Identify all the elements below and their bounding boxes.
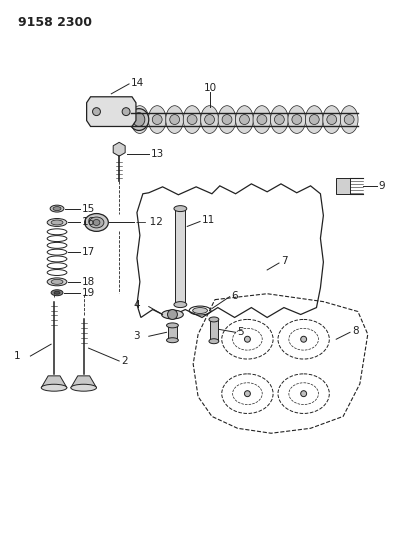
- Polygon shape: [113, 142, 125, 156]
- Ellipse shape: [53, 207, 61, 211]
- Ellipse shape: [162, 310, 183, 319]
- Ellipse shape: [41, 384, 67, 391]
- Ellipse shape: [183, 106, 201, 133]
- Text: 11: 11: [202, 215, 215, 225]
- Text: 17: 17: [82, 247, 95, 257]
- Text: 7: 7: [281, 256, 288, 266]
- Text: 9158 2300: 9158 2300: [18, 16, 92, 29]
- Ellipse shape: [166, 323, 178, 328]
- Ellipse shape: [89, 217, 104, 228]
- Ellipse shape: [51, 279, 63, 284]
- Ellipse shape: [323, 106, 341, 133]
- Ellipse shape: [50, 205, 64, 212]
- Ellipse shape: [133, 112, 145, 126]
- Text: 4: 4: [134, 300, 140, 310]
- Ellipse shape: [327, 115, 337, 125]
- Polygon shape: [71, 376, 97, 387]
- Bar: [168, 325, 178, 340]
- Text: 15: 15: [82, 204, 95, 214]
- Text: 14: 14: [131, 78, 144, 88]
- Circle shape: [245, 336, 250, 342]
- Polygon shape: [41, 376, 67, 387]
- Ellipse shape: [71, 384, 97, 391]
- Circle shape: [92, 108, 100, 116]
- Ellipse shape: [292, 115, 302, 125]
- Ellipse shape: [54, 291, 60, 294]
- Circle shape: [301, 391, 307, 397]
- Text: 8: 8: [352, 326, 359, 336]
- Ellipse shape: [240, 115, 249, 125]
- Ellipse shape: [47, 219, 67, 227]
- Text: 19: 19: [82, 288, 95, 298]
- Polygon shape: [87, 97, 136, 126]
- Ellipse shape: [85, 214, 109, 231]
- Ellipse shape: [209, 339, 219, 344]
- Ellipse shape: [148, 106, 166, 133]
- Ellipse shape: [253, 106, 271, 133]
- Ellipse shape: [222, 115, 232, 125]
- Ellipse shape: [166, 338, 178, 343]
- Ellipse shape: [205, 115, 215, 125]
- Ellipse shape: [218, 106, 236, 133]
- Ellipse shape: [47, 278, 67, 286]
- Ellipse shape: [152, 115, 162, 125]
- Ellipse shape: [275, 115, 284, 125]
- Text: 13: 13: [151, 149, 164, 159]
- Bar: [175, 208, 185, 304]
- Circle shape: [168, 310, 178, 319]
- Circle shape: [301, 336, 307, 342]
- Ellipse shape: [344, 115, 354, 125]
- Bar: [210, 319, 218, 341]
- Ellipse shape: [170, 115, 180, 125]
- Text: 18: 18: [82, 277, 95, 287]
- Text: 9: 9: [379, 181, 385, 191]
- Text: 10: 10: [203, 83, 217, 93]
- Ellipse shape: [193, 308, 208, 313]
- Circle shape: [122, 108, 130, 116]
- Ellipse shape: [340, 106, 358, 133]
- Text: 6: 6: [232, 290, 238, 301]
- Text: 16: 16: [82, 217, 95, 228]
- Text: 3: 3: [134, 332, 140, 341]
- Ellipse shape: [270, 106, 288, 133]
- Text: 2: 2: [121, 356, 128, 366]
- Text: — 12: — 12: [136, 217, 163, 228]
- Ellipse shape: [257, 115, 267, 125]
- Ellipse shape: [201, 106, 218, 133]
- Ellipse shape: [131, 106, 149, 133]
- Ellipse shape: [135, 115, 145, 125]
- Ellipse shape: [174, 206, 187, 212]
- Ellipse shape: [288, 106, 306, 133]
- Text: 5: 5: [238, 327, 244, 337]
- Ellipse shape: [166, 106, 184, 133]
- Ellipse shape: [51, 290, 63, 296]
- Ellipse shape: [187, 115, 197, 125]
- Ellipse shape: [93, 220, 100, 225]
- Ellipse shape: [129, 109, 149, 131]
- Ellipse shape: [174, 302, 187, 308]
- Text: 1: 1: [14, 351, 21, 361]
- Ellipse shape: [305, 106, 323, 133]
- Ellipse shape: [236, 106, 253, 133]
- Ellipse shape: [209, 317, 219, 322]
- Ellipse shape: [51, 220, 63, 225]
- Ellipse shape: [309, 115, 319, 125]
- Bar: [336, 178, 350, 194]
- Circle shape: [245, 391, 250, 397]
